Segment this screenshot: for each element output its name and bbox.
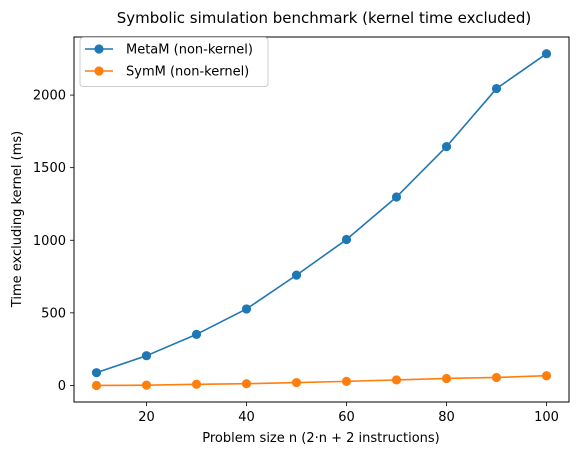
data-point-metam — [441, 142, 452, 152]
data-point-metam — [141, 351, 152, 361]
y-tick-label: 1000 — [33, 234, 66, 249]
data-point-metam — [291, 270, 302, 280]
data-point-symm — [491, 372, 502, 383]
data-point-symm — [541, 371, 552, 381]
data-point-symm — [291, 377, 302, 388]
data-point-symm — [391, 375, 402, 385]
x-tick-label: 100 — [534, 410, 559, 425]
data-point-symm — [241, 379, 252, 389]
legend-label-metam: MetaM (non-kernel) — [126, 43, 253, 58]
legend-label-symm: SymM (non-kernel) — [126, 65, 249, 80]
x-tick-label: 80 — [438, 410, 455, 425]
plot-area — [74, 37, 569, 402]
y-tick-label: 1500 — [33, 161, 66, 176]
plot-frame — [73, 36, 570, 403]
y-tick-label: 0 — [58, 379, 66, 394]
data-point-metam — [341, 234, 352, 245]
y-axis-ticks: 0 500 1000 1500 2000 — [33, 89, 74, 394]
legend-box — [79, 37, 269, 87]
chart-title: Symbolic simulation benchmark (kernel ti… — [117, 9, 532, 27]
data-point-symm — [141, 380, 152, 390]
y-tick-label: 2000 — [33, 89, 66, 104]
data-point-metam — [91, 368, 102, 378]
data-point-metam — [491, 83, 502, 94]
x-axis-ticks: 20 40 60 80 100 — [138, 402, 559, 425]
x-tick-label: 20 — [138, 410, 155, 425]
series-line-metam — [96, 53, 547, 374]
y-axis-label: Time excluding kernel (ms) — [10, 131, 25, 308]
x-tick-label: 40 — [238, 410, 255, 425]
x-axis-label: Problem size n (2·n + 2 instructions) — [202, 431, 439, 446]
x-tick-label: 60 — [338, 410, 355, 425]
series-layer — [91, 49, 552, 391]
data-point-symm — [191, 379, 202, 389]
legend-marker-metam — [94, 44, 104, 54]
data-point-symm — [341, 376, 352, 386]
data-point-metam — [541, 49, 552, 59]
data-point-symm — [441, 373, 452, 384]
data-point-metam — [191, 329, 202, 339]
series-line-symm — [96, 374, 547, 387]
legend-marker-symm — [94, 66, 104, 76]
data-point-metam — [391, 192, 402, 202]
y-tick-label: 500 — [41, 306, 66, 321]
data-point-symm — [91, 380, 102, 391]
legend: MetaM (non-kernel) SymM (non-kernel) — [79, 37, 269, 87]
data-point-metam — [241, 304, 252, 314]
